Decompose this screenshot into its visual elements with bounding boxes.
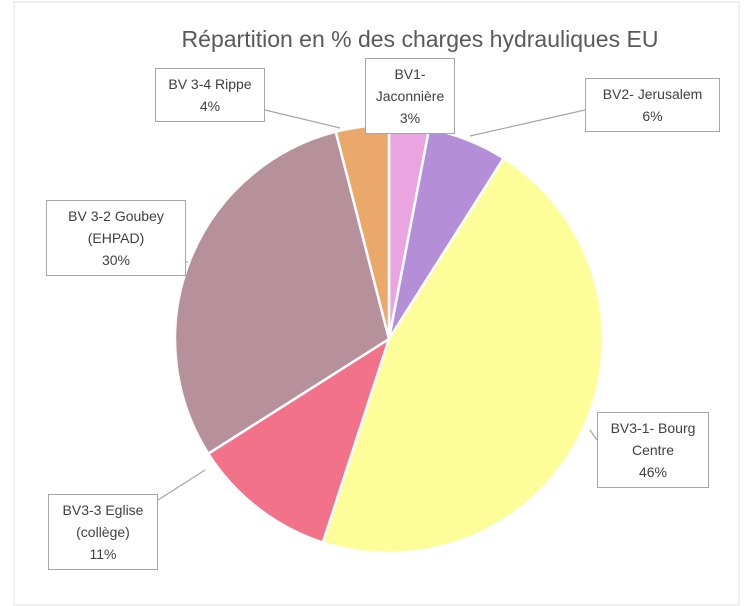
data-label: BV 3-4 Rippe 4% (155, 68, 265, 122)
pie-slice (173, 130, 391, 456)
value-label: 4% (199, 98, 221, 114)
category-label: BV3-1- Bourg Centre (610, 420, 696, 458)
category-label: BV3-3 Eglise (collège) (62, 502, 144, 540)
category-label: BV2- Jerusalem (602, 86, 703, 102)
data-label: BV1-Jaconnière 3% (365, 58, 455, 134)
category-label: BV 3-2 Goubey (EHPAD) (68, 208, 164, 246)
pie-slice (206, 336, 392, 545)
value-label: 6% (642, 108, 663, 124)
value-label: 30% (101, 252, 131, 268)
chart-title: Répartition en % des charges hydraulique… (181, 26, 659, 52)
leader-line (264, 109, 341, 129)
data-label: BV2- Jerusalem 6% (585, 78, 720, 132)
pie-slice (321, 156, 605, 555)
leader-line (157, 469, 206, 501)
data-label: BV 3-2 Goubey (EHPAD) 30% (46, 200, 186, 276)
data-label: BV3-3 Eglise (collège) 11% (48, 494, 158, 570)
value-label: 3% (399, 110, 421, 126)
category-label: BV 3-4 Rippe (168, 76, 252, 92)
value-label: 11% (89, 546, 117, 562)
value-label: 46% (638, 464, 668, 480)
data-label: BV3-1- Bourg Centre 46% (597, 412, 709, 488)
leader-line (589, 429, 598, 441)
leader-line (469, 109, 586, 137)
chart-frame (13, 1, 740, 606)
category-label: BV1-Jaconnière (375, 66, 445, 104)
